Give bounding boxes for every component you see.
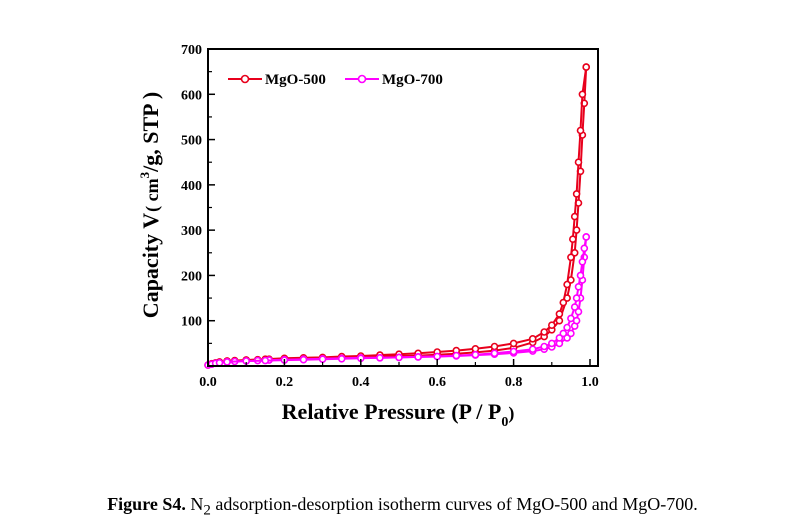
mgo-500-desorption-point <box>582 63 591 71</box>
legend: MgO-500 MgO-700 <box>228 72 443 88</box>
mgo-700-desorption-point <box>318 355 327 364</box>
figure-caption: Figure S4. N2 adsorption-desorption isot… <box>0 494 805 520</box>
x-axis-title: Relative Pressure (P / P0) <box>282 399 515 430</box>
x-tick-label: 0.4 <box>352 375 370 390</box>
mgo-500-adsorption-line <box>207 67 588 367</box>
mgo-700-desorption-point <box>547 339 556 348</box>
mgo-500-desorption-point <box>555 310 564 318</box>
mgo-500-desorption-point <box>568 235 577 243</box>
legend-label-mgo-500: MgO-500 <box>265 72 326 88</box>
mgo-700-desorption-point <box>395 353 403 362</box>
legend-marker-mgo-700 <box>357 74 367 84</box>
mgo-500-desorption-point <box>547 321 556 330</box>
mgo-700-desorption-point <box>567 314 575 323</box>
mgo-500-desorption-point <box>567 253 575 262</box>
mgo-500-desorption-point <box>490 342 499 351</box>
caption-text-after: adsorption-desorption isotherm curves of… <box>210 494 698 514</box>
y-tick-label: 600 <box>181 88 202 103</box>
mgo-700-desorption-point <box>299 355 308 364</box>
mgo-700-desorption-point <box>452 351 461 360</box>
y-axis-title: Capacity V( cm3/g, STP ) <box>137 92 163 318</box>
caption-text-before: N <box>185 494 204 514</box>
y-tick-label: 500 <box>181 134 202 149</box>
mgo-700-desorption-point <box>563 323 571 332</box>
mgo-700-desorption-point <box>490 349 499 358</box>
mgo-500-desorption-point <box>540 328 549 336</box>
mgo-500-desorption-point <box>576 126 585 135</box>
isotherm-chart: Capacity V( cm3/g, STP ) Relative Pressu… <box>137 43 599 430</box>
mgo-500-desorption-point <box>574 158 583 166</box>
mgo-700-desorption-point <box>376 353 384 362</box>
mgo-700-desorption-point <box>414 353 422 361</box>
mgo-700-desorption-point <box>572 294 581 302</box>
mgo-700-desorption-point <box>578 257 587 266</box>
legend-marker-mgo-500 <box>240 74 250 84</box>
mgo-500-desorption-point <box>570 212 579 221</box>
mgo-700-desorption-point <box>540 342 549 351</box>
mgo-700-desorption-point <box>559 329 568 338</box>
mgo-500-desorption-point <box>509 339 518 348</box>
y-tick-label: 400 <box>181 179 202 194</box>
caption-label: Figure S4. <box>107 494 186 514</box>
x-tick-label: 0.2 <box>276 375 294 390</box>
mgo-500-desorption-point <box>572 190 581 198</box>
mgo-500-desorption-point <box>471 344 480 353</box>
plot-frame <box>207 48 599 367</box>
mgo-700-desorption-point <box>261 356 270 365</box>
mgo-700-adsorption-point <box>215 358 224 367</box>
mgo-500-desorption-point <box>559 298 568 307</box>
mgo-700-adsorption-point <box>574 307 583 316</box>
mgo-700-adsorption-point <box>567 329 575 338</box>
mgo-700-desorption-point <box>528 345 537 354</box>
series-mgo-500 <box>204 63 591 369</box>
mgo-500-desorption-point <box>563 280 571 289</box>
series-mgo-700 <box>204 233 591 369</box>
caption-subscript: 2 <box>203 502 211 519</box>
y-tick-label: 300 <box>181 224 202 239</box>
x-tick-label: 0.0 <box>199 375 217 390</box>
mgo-500-desorption-point <box>528 334 537 343</box>
x-tick-label: 0.6 <box>428 375 446 390</box>
mgo-700-desorption-point <box>555 334 564 342</box>
mgo-700-desorption-point <box>433 352 442 361</box>
y-tick-label: 100 <box>181 315 202 330</box>
mgo-700-desorption-point <box>574 282 583 291</box>
mgo-700-desorption-point <box>337 354 346 363</box>
mgo-700-desorption-point <box>570 303 579 311</box>
mgo-700-desorption-point <box>580 244 589 253</box>
mgo-500-desorption-line <box>227 66 588 362</box>
x-tick-label: 0.8 <box>505 375 523 390</box>
legend-label-mgo-700: MgO-700 <box>382 72 443 88</box>
mgo-700-desorption-point <box>223 358 231 366</box>
y-tick-label: 700 <box>181 43 202 58</box>
mgo-700-adsorption-line <box>207 236 588 367</box>
mgo-700-desorption-point <box>582 233 591 241</box>
y-tick-label: 200 <box>181 269 202 284</box>
mgo-700-desorption-point <box>509 347 518 356</box>
mgo-500-desorption-point <box>578 90 587 99</box>
mgo-700-desorption-point <box>471 350 480 359</box>
mgo-700-desorption-point <box>576 271 585 280</box>
mgo-500-adsorption-point <box>555 316 564 325</box>
x-tick-label: 1.0 <box>581 375 599 390</box>
